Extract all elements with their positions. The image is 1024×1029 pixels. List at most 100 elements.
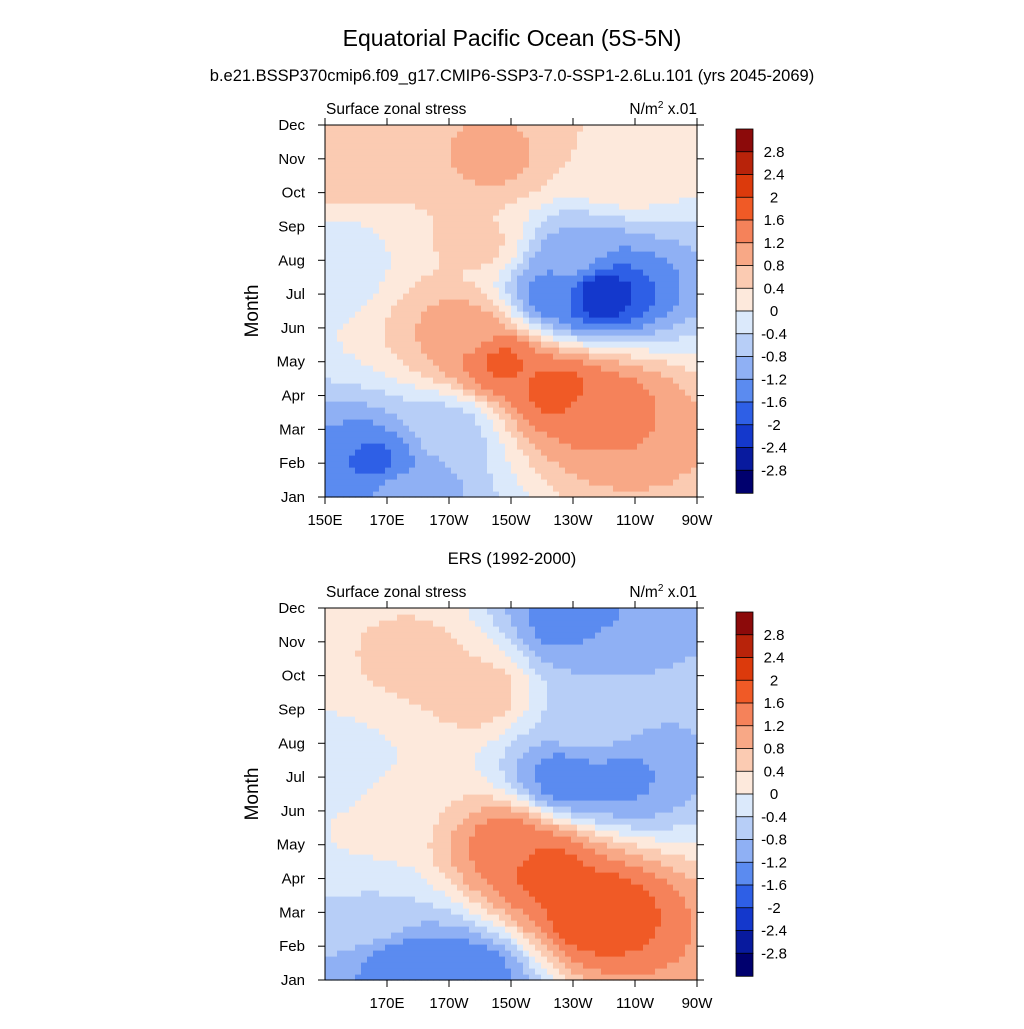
- heatmap-cell: [385, 734, 392, 741]
- heatmap-cell: [589, 143, 596, 150]
- heatmap-cell: [649, 353, 656, 360]
- heatmap-cell: [331, 944, 338, 951]
- heatmap-cell: [637, 179, 644, 186]
- heatmap-cell: [655, 371, 662, 378]
- heatmap-cell: [331, 680, 338, 687]
- heatmap-cell: [379, 413, 386, 420]
- heatmap-cell: [577, 221, 584, 228]
- heatmap-cell: [469, 467, 476, 474]
- heatmap-cell: [673, 347, 680, 354]
- heatmap-cell: [679, 299, 686, 306]
- heatmap-cell: [499, 185, 506, 192]
- heatmap-cell: [433, 467, 440, 474]
- heatmap-cell: [349, 317, 356, 324]
- heatmap-cell: [535, 383, 542, 390]
- heatmap-cell: [379, 686, 386, 693]
- heatmap-cell: [493, 215, 500, 222]
- heatmap-cell: [409, 806, 416, 813]
- heatmap-cell: [637, 209, 644, 216]
- heatmap-cell: [379, 878, 386, 885]
- heatmap-cell: [373, 854, 380, 861]
- heatmap-cell: [445, 305, 452, 312]
- heatmap-cell: [391, 854, 398, 861]
- heatmap-cell: [331, 866, 338, 873]
- heatmap-cell: [385, 812, 392, 819]
- heatmap-cell: [433, 317, 440, 324]
- heatmap-cell: [445, 203, 452, 210]
- heatmap-cell: [409, 842, 416, 849]
- heatmap-cell: [625, 293, 632, 300]
- heatmap-cell: [487, 473, 494, 480]
- heatmap-cell: [673, 209, 680, 216]
- heatmap-cell: [439, 401, 446, 408]
- heatmap-cell: [631, 275, 638, 282]
- heatmap-cell: [427, 425, 434, 432]
- heatmap-cell: [331, 455, 338, 462]
- heatmap-cell: [421, 854, 428, 861]
- heatmap-cell: [445, 359, 452, 366]
- heatmap-cell: [373, 860, 380, 867]
- heatmap-cell: [511, 461, 518, 468]
- heatmap-cell: [565, 347, 572, 354]
- heatmap-cell: [601, 233, 608, 240]
- heatmap-cell: [499, 125, 506, 132]
- heatmap-cell: [397, 794, 404, 801]
- heatmap-cell: [367, 287, 374, 294]
- heatmap-cell: [565, 461, 572, 468]
- heatmap-cell: [415, 167, 422, 174]
- heatmap-cell: [337, 455, 344, 462]
- heatmap-cell: [499, 317, 506, 324]
- heatmap-cell: [457, 467, 464, 474]
- heatmap-cell: [331, 830, 338, 837]
- heatmap-cell: [325, 866, 332, 873]
- heatmap-cell: [331, 764, 338, 771]
- heatmap-cell: [511, 131, 518, 138]
- heatmap-cell: [349, 770, 356, 777]
- heatmap-cell: [451, 185, 458, 192]
- heatmap-cell: [445, 125, 452, 132]
- heatmap-cell: [631, 443, 638, 450]
- heatmap-cell: [673, 173, 680, 180]
- heatmap-cell: [583, 287, 590, 294]
- heatmap-cell: [685, 179, 692, 186]
- heatmap-cell: [607, 443, 614, 450]
- heatmap-cell: [355, 419, 362, 426]
- heatmap-cell: [331, 842, 338, 849]
- heatmap-cell: [613, 227, 620, 234]
- heatmap-cell: [337, 359, 344, 366]
- heatmap-cell: [325, 926, 332, 933]
- heatmap-cell: [649, 341, 656, 348]
- heatmap-cell: [421, 674, 428, 681]
- heatmap-cell: [337, 968, 344, 975]
- heatmap-cell: [529, 455, 536, 462]
- heatmap-cell: [685, 365, 692, 372]
- heatmap-cell: [571, 149, 578, 156]
- heatmap-cell: [391, 143, 398, 150]
- heatmap-cell: [421, 722, 428, 729]
- heatmap-cell: [559, 437, 566, 444]
- heatmap-cell: [553, 371, 560, 378]
- heatmap-cell: [337, 485, 344, 492]
- heatmap-cell: [415, 341, 422, 348]
- heatmap-cell: [361, 179, 368, 186]
- heatmap-cell: [583, 377, 590, 384]
- heatmap-cell: [511, 191, 518, 198]
- heatmap-cell: [331, 239, 338, 246]
- heatmap-cell: [343, 932, 350, 939]
- heatmap-cell: [631, 227, 638, 234]
- heatmap-cell: [535, 329, 542, 336]
- heatmap-cell: [403, 818, 410, 825]
- heatmap-cell: [481, 137, 488, 144]
- heatmap-cell: [559, 191, 566, 198]
- heatmap-cell: [601, 179, 608, 186]
- heatmap-cell: [331, 632, 338, 639]
- heatmap-cell: [373, 884, 380, 891]
- heatmap-cell: [457, 395, 464, 402]
- heatmap-cell: [673, 407, 680, 414]
- heatmap-cell: [547, 185, 554, 192]
- heatmap-cell: [445, 257, 452, 264]
- heatmap-cell: [367, 944, 374, 951]
- heatmap-cell: [331, 443, 338, 450]
- heatmap-cell: [391, 698, 398, 705]
- heatmap-cell: [649, 305, 656, 312]
